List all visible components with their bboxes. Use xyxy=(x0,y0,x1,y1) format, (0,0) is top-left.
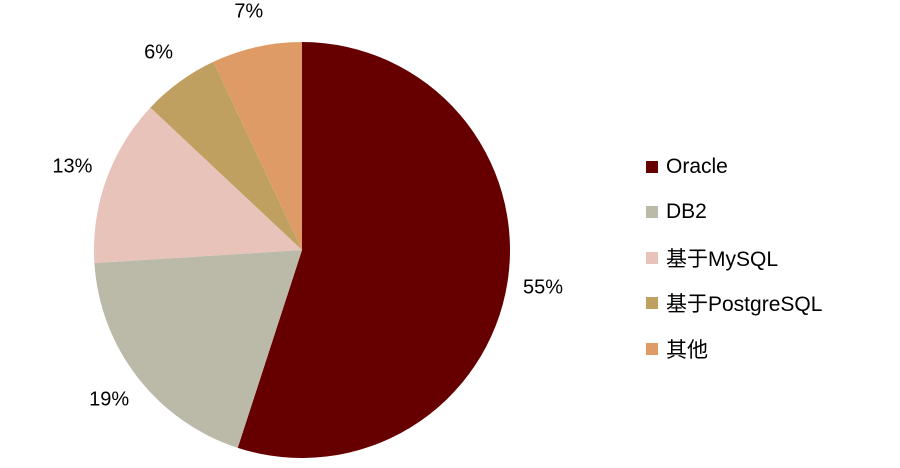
legend-swatch xyxy=(646,160,658,173)
legend-label: 基于MySQL xyxy=(666,247,779,271)
data-label-1: 19% xyxy=(89,388,130,411)
legend-swatch xyxy=(646,206,658,219)
legend-item-mysql: 基于MySQL xyxy=(646,235,822,281)
data-label-2: 13% xyxy=(52,155,93,178)
pie-slice-0 xyxy=(237,42,511,458)
legend-swatch xyxy=(646,297,658,310)
legend-label: DB2 xyxy=(666,200,707,224)
legend: Oracle DB2 基于MySQL 基于PostgreSQL 其他 xyxy=(646,144,822,372)
data-label-0: 55% xyxy=(522,276,563,299)
pie-slice-3 xyxy=(150,61,302,250)
pie-slice-1 xyxy=(94,250,303,448)
legend-label: 其他 xyxy=(666,338,708,362)
legend-item-other: 其他 xyxy=(646,326,822,372)
legend-swatch xyxy=(646,342,658,355)
legend-label: 基于PostgreSQL xyxy=(666,293,823,317)
data-label-4: 7% xyxy=(234,0,264,23)
legend-item-postgresql: 基于PostgreSQL xyxy=(646,281,822,327)
pie-slice-2 xyxy=(94,107,302,264)
legend-swatch xyxy=(646,251,658,264)
pie-slice-4 xyxy=(213,42,302,250)
legend-item-db2: DB2 xyxy=(646,190,822,236)
legend-item-oracle: Oracle xyxy=(646,144,822,190)
data-label-3: 6% xyxy=(144,41,174,64)
legend-label: Oracle xyxy=(666,154,728,178)
